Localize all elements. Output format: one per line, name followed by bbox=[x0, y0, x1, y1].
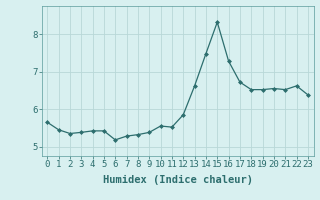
X-axis label: Humidex (Indice chaleur): Humidex (Indice chaleur) bbox=[103, 175, 252, 185]
